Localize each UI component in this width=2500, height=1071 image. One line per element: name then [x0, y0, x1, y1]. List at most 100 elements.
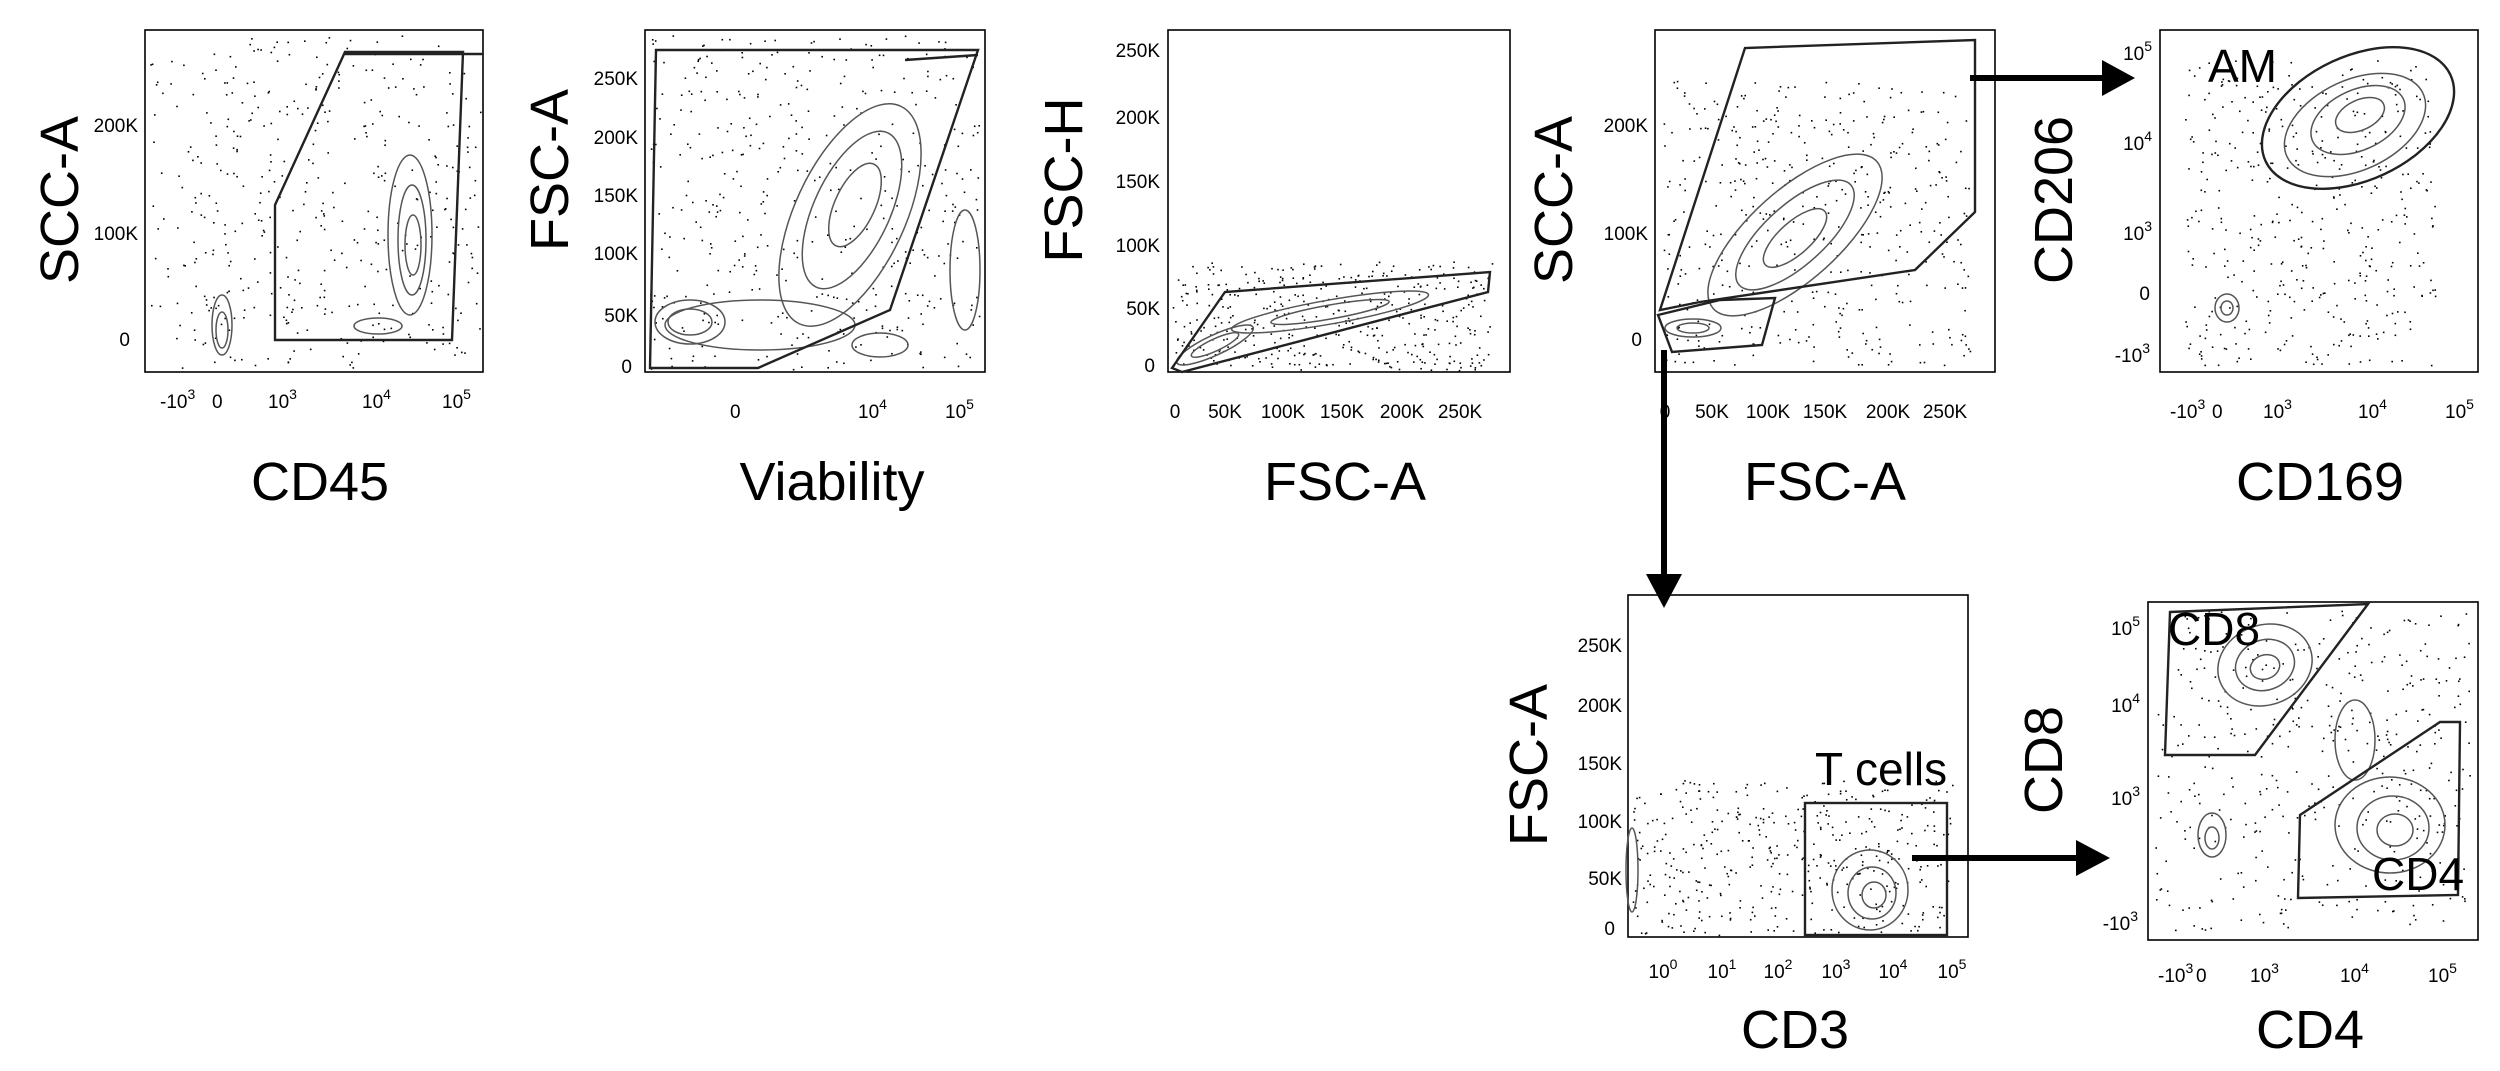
event-dot	[1773, 210, 1776, 212]
event-dot	[762, 191, 765, 193]
event-dot	[978, 125, 980, 127]
event-dot	[1957, 239, 1959, 241]
event-dot	[192, 159, 194, 162]
event-dot	[1685, 813, 1687, 815]
event-dot	[1776, 845, 1778, 847]
event-dot	[276, 41, 278, 43]
event-dot	[1925, 799, 1928, 801]
y-ticks: 0 100K 200K	[1604, 116, 1649, 351]
event-dot	[2268, 128, 2271, 130]
event-dot	[1254, 271, 1256, 274]
event-dot	[1667, 925, 1670, 928]
event-dot	[1813, 207, 1816, 209]
event-dot	[2369, 721, 2371, 724]
event-dot	[2395, 103, 2398, 106]
event-dot	[1717, 118, 1720, 121]
event-dot	[664, 232, 666, 235]
event-dot	[1667, 296, 1670, 298]
event-dot	[1716, 103, 1719, 106]
event-dot	[151, 63, 154, 66]
event-dot	[2394, 85, 2397, 88]
event-dot	[2265, 640, 2268, 642]
event-dot	[2361, 186, 2363, 188]
contours-layer	[2214, 72, 2427, 323]
event-dot	[2254, 831, 2256, 833]
event-dot	[1656, 818, 1658, 821]
event-dot	[2222, 646, 2224, 648]
event-dot	[1751, 911, 1754, 914]
x-tick-label: 50K	[1208, 402, 1242, 423]
event-dot	[1389, 365, 1391, 368]
gate-t-cells[interactable]	[1803, 801, 1949, 937]
event-dot	[2430, 762, 2433, 765]
event-dot	[2211, 814, 2213, 817]
gate-lymphocytes[interactable]	[1656, 296, 1777, 354]
event-dot	[1901, 301, 1904, 304]
event-dot	[2199, 335, 2201, 337]
event-dot	[1408, 302, 1410, 305]
event-dot	[1946, 791, 1948, 793]
event-dot	[1759, 817, 1762, 820]
event-dot	[1828, 182, 1830, 185]
event-dot	[1766, 166, 1769, 168]
event-dot	[151, 304, 153, 307]
event-dot	[2320, 228, 2322, 231]
x-axis-title: CD4	[2256, 1000, 2364, 1060]
event-dot	[1770, 907, 1773, 910]
gate-alveolar-macrophages[interactable]	[2239, 19, 2476, 218]
event-dot	[215, 307, 217, 310]
event-dot	[1320, 265, 1323, 267]
event-dot	[2393, 850, 2396, 853]
event-dot	[762, 142, 765, 145]
event-dot	[1769, 846, 1771, 849]
event-dot	[742, 153, 744, 156]
event-dot	[2268, 322, 2271, 324]
event-dot	[1245, 273, 1247, 276]
event-dot	[1921, 914, 1924, 916]
event-dot	[2413, 286, 2415, 288]
event-dot	[323, 215, 326, 217]
gate-large-cells[interactable]	[1658, 38, 1977, 312]
event-dot	[283, 160, 286, 163]
gate-cd45-positive[interactable]	[273, 50, 465, 342]
event-dot	[2279, 735, 2281, 738]
event-dot	[426, 342, 428, 344]
y-tick-label: 0	[621, 357, 632, 378]
event-dot	[243, 317, 245, 319]
event-dot	[878, 54, 881, 57]
event-dot	[1846, 883, 1848, 886]
event-dot	[825, 134, 828, 137]
event-dot	[1649, 874, 1652, 876]
event-dot	[1690, 821, 1693, 823]
event-dot	[2277, 895, 2280, 897]
event-dot	[1698, 784, 1701, 786]
event-dot	[2165, 860, 2167, 863]
event-dot	[2310, 345, 2312, 348]
gate-cd4-t-cells[interactable]	[2296, 720, 2462, 900]
event-dot	[1279, 337, 1282, 340]
event-dot	[836, 361, 838, 363]
gate-cd8-t-cells[interactable]	[2163, 602, 2371, 757]
event-dot	[2327, 775, 2330, 777]
event-dot	[1387, 362, 1389, 364]
event-dot	[1382, 272, 1385, 275]
event-dot	[839, 38, 841, 40]
event-dot	[870, 359, 872, 362]
event-dot	[2294, 697, 2297, 700]
event-dot	[1853, 172, 1855, 175]
event-dot	[2454, 805, 2457, 807]
event-dot	[1480, 364, 1483, 367]
event-dot	[383, 328, 386, 331]
gate-singlets[interactable]	[1170, 270, 1492, 374]
event-dot	[2368, 643, 2370, 646]
event-dot	[2256, 151, 2259, 153]
event-dot	[2416, 95, 2418, 98]
x-axis-title: CD3	[1741, 1000, 1849, 1060]
event-dot	[2282, 923, 2285, 925]
event-dot	[1674, 360, 1677, 363]
event-dot	[701, 239, 704, 242]
event-dot	[411, 312, 414, 315]
event-dot	[1274, 309, 1276, 311]
event-dot	[1739, 162, 1741, 165]
gate-live-cells[interactable]	[648, 48, 980, 370]
